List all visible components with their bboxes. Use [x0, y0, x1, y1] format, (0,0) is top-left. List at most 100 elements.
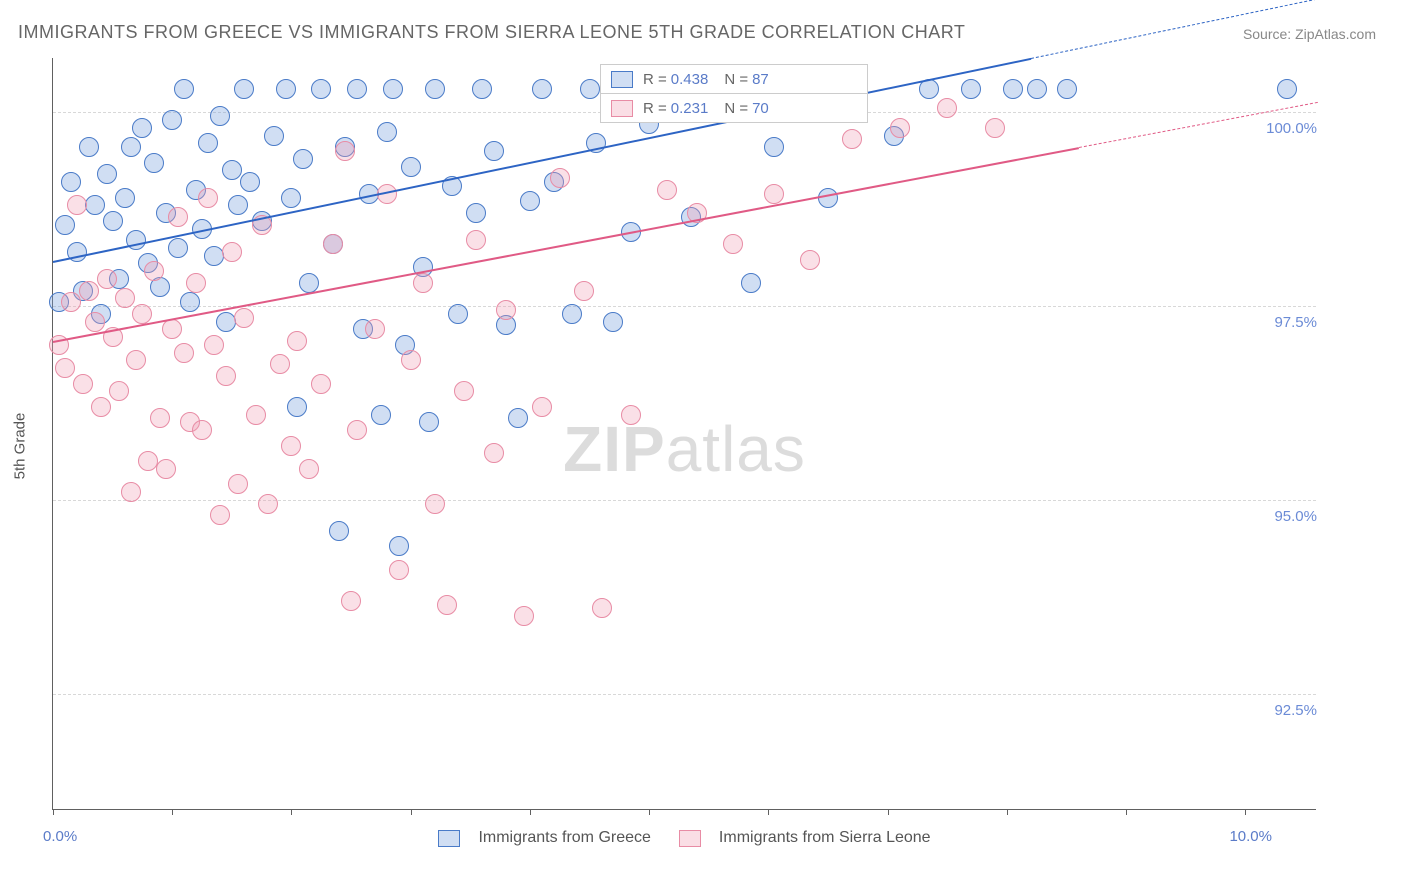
scatter-point [293, 149, 313, 169]
scatter-point [532, 397, 552, 417]
scatter-point [103, 211, 123, 231]
scatter-point [1003, 79, 1023, 99]
scatter-point [723, 234, 743, 254]
scatter-point [240, 172, 260, 192]
scatter-point [228, 195, 248, 215]
scatter-point [437, 595, 457, 615]
scatter-point [937, 98, 957, 118]
legend-swatch [611, 100, 633, 117]
scatter-point [1057, 79, 1077, 99]
scatter-point [985, 118, 1005, 138]
scatter-point [162, 110, 182, 130]
y-tick-label: 97.5% [1257, 314, 1317, 331]
x-tick [768, 809, 769, 815]
legend-swatch [611, 71, 633, 88]
scatter-point [204, 246, 224, 266]
x-tick [291, 809, 292, 815]
scatter-point [121, 482, 141, 502]
scatter-point [466, 203, 486, 223]
scatter-point [281, 188, 301, 208]
scatter-point [79, 137, 99, 157]
scatter-point [186, 273, 206, 293]
scatter-point [496, 300, 516, 320]
scatter-point [73, 374, 93, 394]
scatter-point [258, 494, 278, 514]
scatter-point [425, 79, 445, 99]
scatter-point [383, 79, 403, 99]
plot-area: ZIPatlas 92.5%95.0%97.5%100.0%0.0%10.0%R… [52, 58, 1316, 810]
x-tick [1007, 809, 1008, 815]
scatter-point [371, 405, 391, 425]
scatter-point [389, 536, 409, 556]
correlation-legend: R = 0.438N = 87R = 0.231N = 70 [600, 64, 868, 123]
legend-row: R = 0.231N = 70 [601, 94, 867, 122]
scatter-point [234, 79, 254, 99]
scatter-point [61, 292, 81, 312]
legend-item: Immigrants from Sierra Leone [679, 829, 931, 847]
scatter-point [311, 79, 331, 99]
scatter-point [276, 79, 296, 99]
x-tick [411, 809, 412, 815]
scatter-point [132, 304, 152, 324]
scatter-point [389, 560, 409, 580]
scatter-point [109, 381, 129, 401]
legend-swatch [438, 830, 460, 847]
scatter-point [580, 79, 600, 99]
scatter-point [228, 474, 248, 494]
scatter-point [115, 188, 135, 208]
scatter-point [592, 598, 612, 618]
scatter-point [132, 118, 152, 138]
scatter-point [401, 350, 421, 370]
scatter-point [121, 137, 141, 157]
scatter-point [270, 354, 290, 374]
scatter-point [156, 459, 176, 479]
scatter-point [532, 79, 552, 99]
scatter-point [311, 374, 331, 394]
x-tick [172, 809, 173, 815]
chart-title: IMMIGRANTS FROM GREECE VS IMMIGRANTS FRO… [18, 22, 965, 43]
scatter-point [79, 281, 99, 301]
scatter-point [198, 188, 218, 208]
scatter-point [234, 308, 254, 328]
scatter-point [741, 273, 761, 293]
scatter-point [335, 141, 355, 161]
scatter-point [603, 312, 623, 332]
scatter-point [1277, 79, 1297, 99]
y-tick-label: 92.5% [1257, 702, 1317, 719]
scatter-point [472, 79, 492, 99]
scatter-point [550, 168, 570, 188]
source-credit: Source: ZipAtlas.com [1243, 26, 1376, 42]
scatter-point [180, 292, 200, 312]
scatter-point [562, 304, 582, 324]
scatter-point [299, 273, 319, 293]
scatter-point [764, 137, 784, 157]
x-tick [1126, 809, 1127, 815]
scatter-point [329, 521, 349, 541]
scatter-point [67, 195, 87, 215]
x-tick [1245, 809, 1246, 815]
scatter-point [514, 606, 534, 626]
y-tick-label: 95.0% [1257, 508, 1317, 525]
scatter-point [216, 312, 236, 332]
scatter-point [347, 420, 367, 440]
scatter-point [126, 230, 146, 250]
scatter-point [323, 234, 343, 254]
scatter-point [115, 288, 135, 308]
scatter-point [150, 408, 170, 428]
scatter-point [174, 79, 194, 99]
scatter-point [419, 412, 439, 432]
scatter-point [55, 358, 75, 378]
scatter-point [85, 195, 105, 215]
scatter-point [484, 141, 504, 161]
scatter-point [246, 405, 266, 425]
legend-swatch [679, 830, 701, 847]
scatter-point [216, 366, 236, 386]
y-tick-label: 100.0% [1257, 120, 1317, 137]
scatter-point [1027, 79, 1047, 99]
x-tick [530, 809, 531, 815]
series-legend: Immigrants from GreeceImmigrants from Si… [53, 829, 1316, 847]
scatter-point [204, 335, 224, 355]
scatter-point [800, 250, 820, 270]
legend-row: R = 0.438N = 87 [601, 65, 867, 94]
scatter-point [341, 591, 361, 611]
